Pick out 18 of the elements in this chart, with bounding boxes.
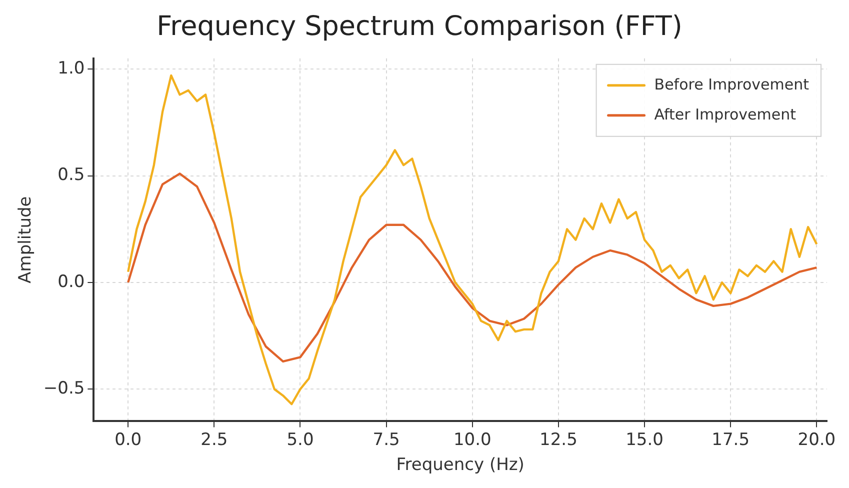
legend-label: Before Improvement bbox=[654, 75, 810, 94]
x-tick-label: 15.0 bbox=[626, 430, 664, 450]
x-tick-label: 0.0 bbox=[114, 430, 142, 450]
y-tick-label: 0.5 bbox=[58, 165, 85, 186]
x-tick-label: 12.5 bbox=[540, 430, 578, 450]
x-tick-label: 10.0 bbox=[453, 430, 492, 450]
y-tick-label: 0.0 bbox=[58, 272, 85, 292]
y-axis-title: Amplitude bbox=[16, 196, 36, 284]
x-tick-label: 7.5 bbox=[372, 430, 400, 450]
x-tick-label: 2.5 bbox=[200, 430, 228, 450]
y-tick-label: −0.5 bbox=[43, 378, 85, 399]
x-tick-label: 20.0 bbox=[798, 430, 836, 450]
chart-title: Frequency Spectrum Comparison (FFT) bbox=[156, 11, 682, 42]
x-axis-title: Frequency (Hz) bbox=[396, 455, 524, 476]
x-tick-label: 17.5 bbox=[712, 430, 750, 450]
y-tick-label: 1.0 bbox=[58, 58, 85, 78]
x-tick-label: 5.0 bbox=[286, 430, 314, 450]
legend-label: After Improvement bbox=[654, 105, 796, 124]
